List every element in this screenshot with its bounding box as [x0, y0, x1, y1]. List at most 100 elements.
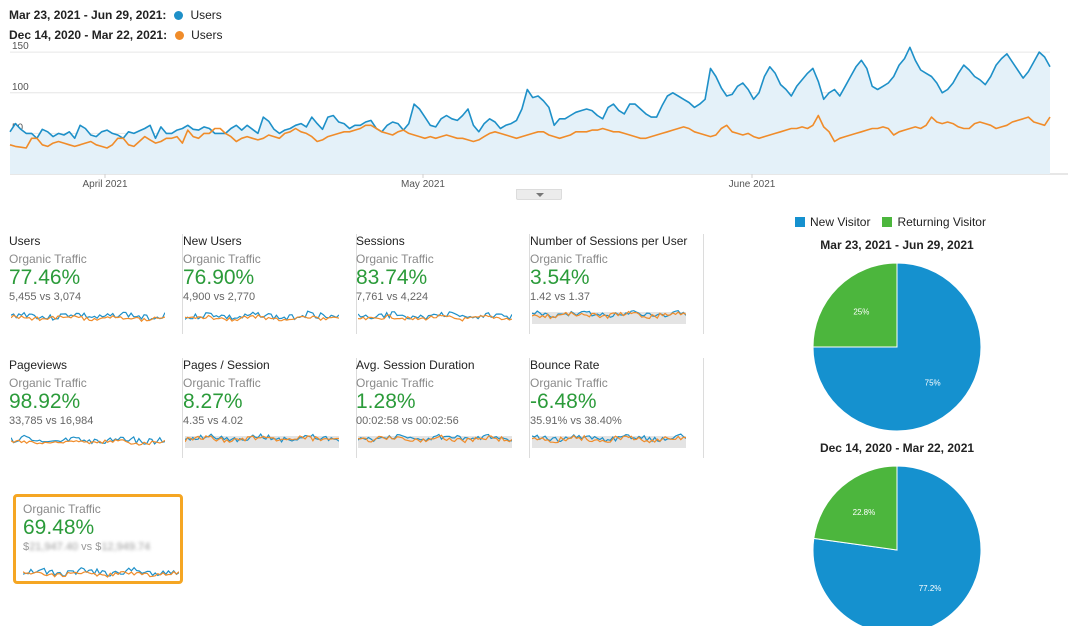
metric-change: 3.54% — [530, 266, 590, 289]
metric-change: 77.46% — [9, 266, 81, 289]
metric-card[interactable]: New Users Organic Traffic 76.90% 4,900 v… — [183, 234, 357, 334]
revenue-card[interactable]: Organic Traffic 69.48% $21,947.40 vs $12… — [13, 494, 183, 584]
metric-card[interactable]: Pageviews Organic Traffic 98.92% 33,785 … — [9, 358, 183, 458]
revenue-currency-b: $ — [95, 541, 102, 553]
metric-card[interactable]: Pages / Session Organic Traffic 8.27% 4.… — [183, 358, 357, 458]
metric-segment: Organic Traffic — [183, 376, 261, 390]
new-visitor-slice — [812, 262, 982, 432]
metric-segment: Organic Traffic — [530, 252, 608, 266]
legend-previous: Dec 14, 2020 - Mar 22, 2021: Users — [9, 28, 222, 42]
metric-sparkline — [532, 310, 686, 324]
metric-card[interactable]: Avg. Session Duration Organic Traffic 1.… — [356, 358, 530, 458]
sparkline-current — [11, 311, 165, 322]
metric-card[interactable]: Number of Sessions per User Organic Traf… — [530, 234, 704, 334]
new-visitor-slice — [812, 465, 982, 626]
metric-compare: 33,785 vs 16,984 — [9, 415, 94, 427]
sparkline-previous — [11, 314, 165, 323]
metric-card[interactable]: Bounce Rate Organic Traffic -6.48% 35.91… — [530, 358, 704, 458]
metric-change: -6.48% — [530, 390, 597, 413]
metric-sparkline — [532, 433, 686, 448]
legend-previous-series: Users — [191, 28, 223, 42]
sparkline-current — [23, 566, 179, 577]
current-users-series-line — [9, 46, 1051, 140]
collapse-chart-handle[interactable] — [516, 189, 562, 200]
metric-title: Pageviews — [9, 358, 68, 372]
metric-change: 83.74% — [356, 266, 428, 289]
metric-title: Users — [9, 234, 41, 248]
metric-change: 8.27% — [183, 390, 243, 413]
revenue-card-compare: $21,947.40 vs $12,949.74 — [23, 541, 180, 553]
legend-current-range: Mar 23, 2021 - Jun 29, 2021: — [9, 8, 167, 22]
sparkline-current — [185, 433, 339, 444]
revenue-sparkline — [23, 566, 179, 578]
metric-segment: Organic Traffic — [356, 252, 434, 266]
metric-title: Number of Sessions per User — [530, 234, 688, 248]
visitor-pie-current[interactable]: 25% 75% — [812, 262, 982, 432]
sparkline-baseline — [358, 436, 512, 448]
metric-sparkline — [11, 311, 165, 323]
metric-sparkline — [358, 433, 512, 448]
legend-current-dot-icon — [174, 10, 184, 20]
pie-title-current: Mar 23, 2021 - Jun 29, 2021 — [820, 238, 974, 252]
x-tick-label: June 2021 — [729, 179, 776, 190]
metric-segment: Organic Traffic — [9, 376, 87, 390]
revenue-currency-a: $ — [23, 541, 30, 553]
metric-compare: 5,455 vs 3,074 — [9, 291, 82, 303]
metric-compare: 7,761 vs 4,224 — [356, 291, 429, 303]
new-visitor-label: 75% — [925, 379, 941, 388]
metric-card[interactable]: Users Organic Traffic 77.46% 5,455 vs 3,… — [9, 234, 183, 334]
legend-previous-range: Dec 14, 2020 - Mar 22, 2021: — [9, 28, 168, 42]
metric-sparkline — [11, 434, 165, 446]
legend-current: Mar 23, 2021 - Jun 29, 2021: Users — [9, 8, 222, 22]
returning-visitor-slice — [813, 465, 898, 551]
metric-title: Sessions — [356, 234, 405, 248]
legend-new-visitor[interactable]: New Visitor — [795, 215, 870, 229]
sparkline-previous — [185, 435, 339, 444]
metric-change: 76.90% — [183, 266, 255, 289]
returning-visitor-label: 25% — [853, 307, 869, 316]
revenue-card-pct: 69.48% — [23, 516, 95, 539]
revenue-card-segment: Organic Traffic — [23, 502, 101, 516]
current-users-series-area — [10, 47, 1050, 174]
sparkline-previous — [23, 570, 179, 578]
metric-compare: 1.42 vs 1.37 — [530, 291, 590, 303]
metric-compare: 4.35 vs 4.02 — [183, 415, 243, 427]
legend-previous-dot-icon — [175, 30, 185, 40]
x-tick-label: April 2021 — [82, 179, 127, 190]
new-visitor-label: 77.2% — [919, 584, 942, 593]
metric-sparkline — [185, 433, 339, 448]
metric-segment: Organic Traffic — [9, 252, 87, 266]
returning-visitor-swatch-icon — [882, 217, 893, 227]
visitor-type-legend: New Visitor Returning Visitor — [795, 215, 998, 229]
previous-users-series-line — [9, 114, 1051, 149]
pie-title-previous: Dec 14, 2020 - Mar 22, 2021 — [819, 441, 975, 455]
legend-new-visitor-label: New Visitor — [810, 215, 871, 229]
metric-change: 1.28% — [356, 390, 416, 413]
legend-current-series: Users — [190, 8, 222, 22]
legend-returning-visitor-label: Returning Visitor — [897, 215, 986, 229]
metric-card[interactable]: Sessions Organic Traffic 83.74% 7,761 vs… — [356, 234, 530, 334]
metric-segment: Organic Traffic — [530, 376, 608, 390]
metric-title: Pages / Session — [183, 358, 270, 372]
revenue-value-previous: 12,949.74 — [101, 541, 151, 553]
metric-compare: 4,900 vs 2,770 — [183, 291, 256, 303]
metric-sparkline — [358, 311, 512, 322]
sparkline-previous — [11, 438, 165, 446]
metric-title: New Users — [183, 234, 242, 248]
metric-title: Avg. Session Duration — [356, 358, 475, 372]
metric-change: 98.92% — [9, 390, 81, 413]
metric-compare: 35.91% vs 38.40% — [530, 415, 622, 427]
x-tick-label: May 2021 — [401, 179, 445, 190]
metric-compare: 00:02:58 vs 00:02:56 — [356, 415, 459, 427]
visitor-pie-previous[interactable]: 22.8% 77.2% — [812, 465, 982, 626]
y-tick-label: 150 — [12, 41, 29, 52]
revenue-vs: vs — [78, 541, 96, 553]
legend-returning-visitor[interactable]: Returning Visitor — [882, 215, 986, 229]
sparkline-previous — [358, 434, 512, 444]
metric-title: Bounce Rate — [530, 358, 600, 372]
sparkline-previous — [532, 434, 686, 444]
sparkline-previous — [532, 310, 686, 320]
metric-segment: Organic Traffic — [183, 252, 261, 266]
metric-sparkline — [185, 310, 339, 322]
